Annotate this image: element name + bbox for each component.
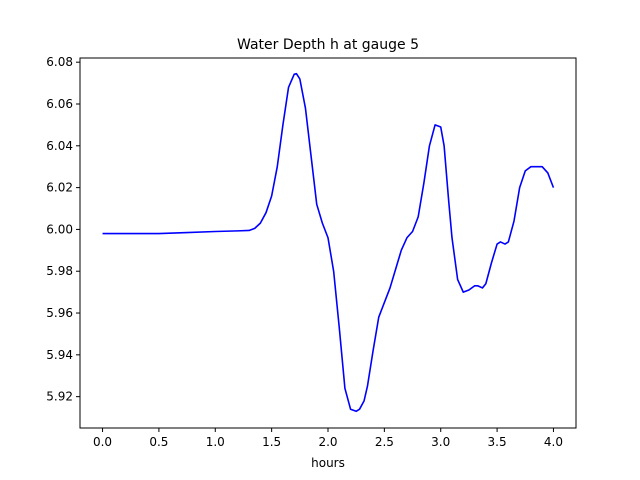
x-tick-label: 0.5 xyxy=(149,435,168,449)
y-tick-label: 5.96 xyxy=(46,306,73,320)
y-tick-label: 5.98 xyxy=(46,264,73,278)
x-tick-label: 3.5 xyxy=(488,435,507,449)
y-tick-label: 6.06 xyxy=(46,97,73,111)
y-tick-label: 5.92 xyxy=(46,390,73,404)
plot-frame xyxy=(79,57,577,429)
y-tick-label: 6.02 xyxy=(46,181,73,195)
x-tick-label: 4.0 xyxy=(544,435,563,449)
x-axis-ticks: 0.0 0.5 1.0 1.5 2.0 2.5 3.0 3.5 4.0 xyxy=(93,428,563,449)
x-tick-label: 0.0 xyxy=(93,435,112,449)
y-tick-label: 6.00 xyxy=(46,222,73,236)
series-line xyxy=(102,72,555,413)
y-tick-label: 5.94 xyxy=(46,348,73,362)
x-tick-label: 3.0 xyxy=(431,435,450,449)
y-tick-label: 6.08 xyxy=(46,55,73,69)
x-tick-label: 2.0 xyxy=(318,435,337,449)
chart-title: Water Depth h at gauge 5 xyxy=(237,37,419,53)
x-tick-label: 1.0 xyxy=(206,435,225,449)
y-axis-ticks: 5.92 5.94 5.96 5.98 6.00 6.02 6.04 6.06 6.08 xyxy=(46,55,80,404)
series-layer xyxy=(102,72,555,413)
x-axis-label: hours xyxy=(311,456,345,470)
x-tick-label: 1.5 xyxy=(262,435,281,449)
x-tick-label: 2.5 xyxy=(375,435,394,449)
y-tick-label: 6.04 xyxy=(46,139,73,153)
